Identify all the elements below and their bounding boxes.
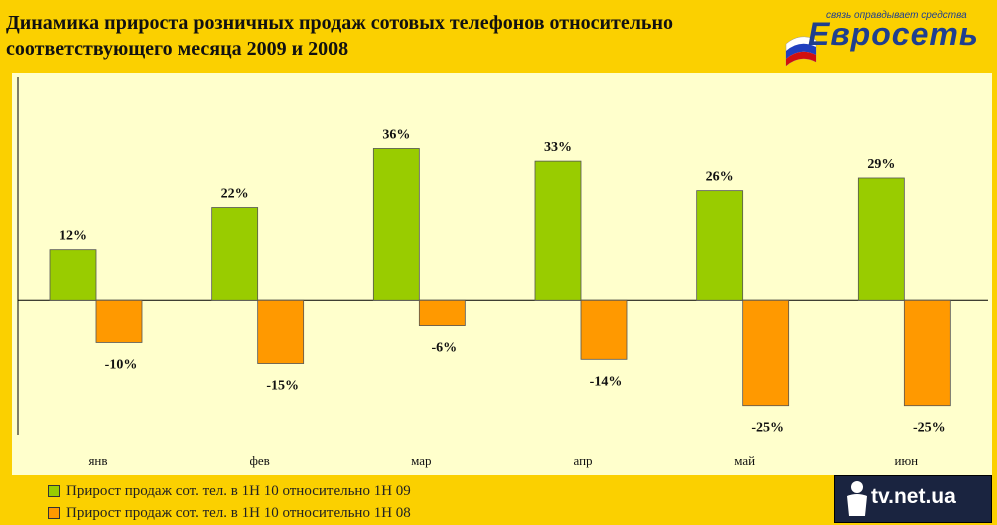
- legend: Прирост продаж сот. тел. в 1Н 10 относит…: [48, 480, 411, 524]
- legend-label-series-1: Прирост продаж сот. тел. в 1Н 10 относит…: [66, 482, 411, 499]
- bar-s1-фев: [211, 207, 259, 301]
- data-label-s2-янв: -10%: [105, 357, 138, 372]
- x-tick-label-янв: янв: [88, 453, 107, 468]
- data-label-s2-май: -25%: [751, 421, 784, 436]
- bar-s2-июн: [903, 299, 951, 407]
- bar-s2-фев: [257, 299, 305, 364]
- data-label-s2-июн: -25%: [913, 421, 946, 436]
- bar-chart: 12% 22% 36% 33% 26% 29% -10% -15% -6% -14% -25% -25…: [17, 77, 988, 468]
- bar-s1-июн: [857, 177, 905, 301]
- legend-item-series-1: Прирост продаж сот. тел. в 1Н 10 относит…: [48, 480, 411, 502]
- logo-slogan: связь оправдывает средства: [826, 10, 967, 21]
- bar-s2-мар: [418, 299, 466, 326]
- bar-s2-апр: [580, 299, 628, 360]
- bar-s1-май: [696, 190, 744, 301]
- person-icon: [847, 481, 867, 516]
- tvnet-watermark: tv.net.ua: [834, 475, 992, 523]
- data-label-s2-апр: -14%: [590, 374, 623, 389]
- data-label-s1-фев: 22%: [221, 187, 249, 202]
- bar-s2-янв: [95, 299, 143, 343]
- data-label-s1-июн: 29%: [867, 157, 895, 172]
- data-label-s2-мар: -6%: [431, 341, 457, 356]
- bar-s2-май: [742, 299, 790, 407]
- x-tick-label-июн: июн: [895, 453, 919, 468]
- data-label-s1-мар: 36%: [382, 127, 410, 142]
- bar-s1-янв: [49, 249, 97, 301]
- chart-title: Динамика прироста розничных продаж сотов…: [6, 12, 674, 60]
- data-label-s2-фев: -15%: [266, 379, 299, 394]
- x-tick-label-апр: апр: [573, 453, 592, 468]
- legend-swatch-series-1: [48, 485, 60, 497]
- legend-swatch-series-2: [48, 507, 60, 519]
- logo-wordmark: Евросеть: [808, 16, 979, 52]
- data-label-s1-апр: 33%: [544, 140, 572, 155]
- bar-s1-апр: [534, 160, 582, 301]
- watermark-text: tv.net.ua: [871, 485, 956, 508]
- plot-area: 12% 22% 36% 33% 26% 29% -10% -15% -6% -14% -25% -25…: [12, 73, 992, 475]
- legend-label-series-2: Прирост продаж сот. тел. в 1Н 10 относит…: [66, 504, 411, 521]
- data-label-s1-май: 26%: [706, 170, 734, 185]
- x-tick-label-фев: фев: [249, 453, 269, 468]
- x-tick-label-мар: мар: [411, 453, 431, 468]
- flag-swoosh-icon: [785, 36, 817, 67]
- data-label-s1-янв: 12%: [59, 229, 87, 244]
- x-tick-label-май: май: [734, 453, 755, 468]
- legend-item-series-2: Прирост продаж сот. тел. в 1Н 10 относит…: [48, 502, 411, 524]
- bar-s1-мар: [372, 148, 420, 301]
